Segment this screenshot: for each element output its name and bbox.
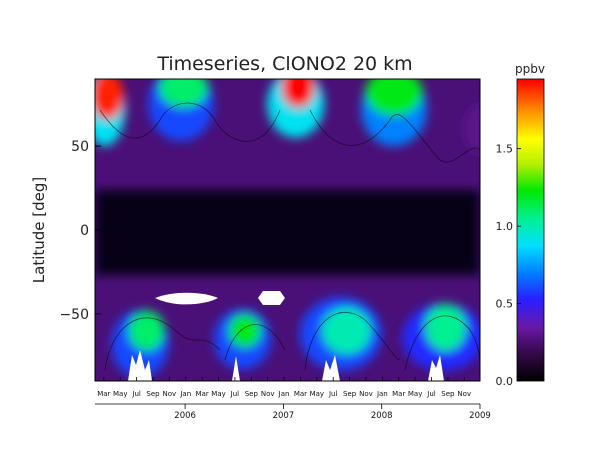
colorbar-ramp	[516, 78, 545, 382]
month-tick-label: Jan	[179, 390, 191, 398]
y-axis: 50 0 −50	[59, 139, 101, 323]
contour-north	[99, 102, 480, 163]
y-tick-label: −50	[59, 307, 89, 323]
month-tick-label: Jul	[230, 390, 240, 398]
colorbar-tick-label: 1.5	[496, 143, 514, 156]
month-tick-label: Jan	[278, 390, 290, 398]
month-tick-label: Nov	[359, 390, 373, 398]
y-tick-label: 0	[80, 223, 89, 239]
heatmap-feature	[158, 79, 209, 108]
heatmap-feature	[425, 303, 467, 351]
heatmap-feature	[281, 79, 315, 108]
month-tick-label: Mar	[294, 390, 307, 398]
heatmap-feature	[463, 104, 480, 155]
heatmap-feature	[228, 313, 262, 348]
missing-region-3	[128, 350, 152, 381]
month-tick-label: Nov	[261, 390, 275, 398]
month-tick-label: Nov	[457, 390, 471, 398]
missing-region-2	[258, 291, 285, 305]
tropical-band	[95, 190, 480, 275]
colorbar-ticks: 0.0 0.5 1.0 1.5	[496, 143, 521, 388]
month-tick-label: May	[211, 390, 225, 398]
month-tick-label: Jul	[131, 390, 141, 398]
month-tick-label: Jul	[328, 390, 338, 398]
features-layer	[95, 79, 480, 378]
month-tick-label: May	[408, 390, 422, 398]
month-tick-label: Jan	[376, 390, 388, 398]
chart-title: Timeseries, ClONO2 20 km	[156, 53, 412, 75]
colorbar: ppbv 0.0 0.5 1.0 1.5	[496, 62, 545, 388]
month-tick-label: Nov	[163, 390, 177, 398]
month-tick-label: Jul	[426, 390, 436, 398]
month-tick-label: Mar	[97, 390, 110, 398]
missing-region-4	[232, 356, 240, 381]
year-tick-label: 2009	[469, 411, 491, 421]
contour-south	[104, 311, 480, 371]
year-tick-label: 2007	[273, 411, 295, 421]
month-tick-label: Sep	[441, 390, 455, 398]
y-tick-label: 50	[71, 139, 89, 155]
month-tick-label: May	[310, 390, 324, 398]
colorbar-tick-label: 0.5	[496, 298, 514, 311]
month-tick-label: Mar	[196, 390, 209, 398]
plot-area	[95, 79, 480, 381]
missing-region-1	[155, 292, 218, 305]
month-tick-label: Sep	[146, 390, 160, 398]
month-tick-label: Sep	[343, 390, 357, 398]
missing-region-5	[322, 355, 340, 381]
heatmap-feature	[365, 79, 423, 116]
colorbar-title: ppbv	[515, 62, 545, 76]
missing-data-regions	[128, 291, 444, 381]
y-axis-label: Latitude [deg]	[30, 177, 48, 283]
year-tick-label: 2008	[371, 411, 393, 421]
colorbar-tick-label: 0.0	[496, 375, 514, 388]
month-tick-label: Mar	[392, 390, 405, 398]
month-tick-label: May	[113, 390, 127, 398]
month-tick-label: Sep	[245, 390, 259, 398]
colorbar-tick-label: 1.0	[496, 220, 514, 233]
missing-region-6	[428, 355, 444, 381]
heatmap-feature	[321, 307, 372, 355]
heatmap-feature	[128, 310, 165, 351]
x-axis: Mar May Jul Sep Nov Jan Mar May Jul Sep Nov Jan Mar M…	[95, 377, 491, 421]
heatmap-feature	[95, 79, 124, 120]
year-tick-label: 2006	[174, 411, 196, 421]
